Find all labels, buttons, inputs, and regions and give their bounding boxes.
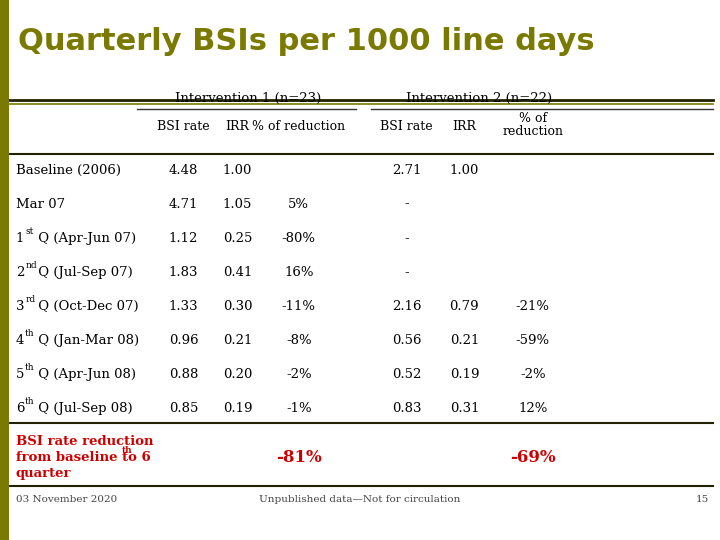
Text: -69%: -69%	[510, 449, 556, 466]
Text: Intervention 1 (n=23): Intervention 1 (n=23)	[175, 92, 322, 105]
Text: 0.25: 0.25	[223, 232, 252, 245]
Text: 0.19: 0.19	[450, 368, 479, 381]
Text: % of: % of	[518, 112, 547, 125]
Text: 2.16: 2.16	[392, 300, 421, 313]
Text: st: st	[25, 227, 34, 235]
Text: Unpublished data—Not for circulation: Unpublished data—Not for circulation	[259, 495, 461, 504]
Text: -80%: -80%	[282, 232, 316, 245]
Text: Q (Jul-Sep 08): Q (Jul-Sep 08)	[34, 402, 132, 415]
Text: 0.52: 0.52	[392, 368, 421, 381]
Text: Q (Jul-Sep 07): Q (Jul-Sep 07)	[34, 266, 132, 279]
Text: BSI rate: BSI rate	[380, 120, 433, 133]
Text: 15: 15	[696, 495, 709, 504]
Text: 2.71: 2.71	[392, 164, 421, 177]
Text: 1.00: 1.00	[223, 164, 252, 177]
Text: -1%: -1%	[286, 402, 312, 415]
Text: Baseline (2006): Baseline (2006)	[16, 164, 121, 177]
Text: Q (Apr-Jun 07): Q (Apr-Jun 07)	[34, 232, 136, 245]
Text: th: th	[25, 329, 35, 338]
Text: -2%: -2%	[286, 368, 312, 381]
Text: th: th	[122, 446, 132, 455]
Text: th: th	[25, 363, 35, 372]
Text: IRR: IRR	[452, 120, 477, 133]
Text: -81%: -81%	[276, 449, 322, 466]
Text: 4.48: 4.48	[169, 164, 198, 177]
Text: rd: rd	[25, 295, 35, 303]
Text: 0.19: 0.19	[223, 402, 252, 415]
Text: 0.56: 0.56	[392, 334, 421, 347]
Text: Q (Oct-Dec 07): Q (Oct-Dec 07)	[34, 300, 138, 313]
Text: % of reduction: % of reduction	[252, 120, 346, 133]
Text: 0.21: 0.21	[223, 334, 252, 347]
Text: -: -	[405, 266, 409, 279]
Text: 12%: 12%	[518, 402, 547, 415]
Text: 3: 3	[16, 300, 24, 313]
Text: 0.20: 0.20	[223, 368, 252, 381]
Text: 0.96: 0.96	[168, 334, 199, 347]
Text: 0.30: 0.30	[223, 300, 252, 313]
Text: 0.21: 0.21	[450, 334, 479, 347]
Text: 16%: 16%	[284, 266, 313, 279]
Text: 5: 5	[16, 368, 24, 381]
Text: 4: 4	[16, 334, 24, 347]
Text: 6: 6	[16, 402, 24, 415]
Text: -: -	[405, 232, 409, 245]
Text: 0.85: 0.85	[169, 402, 198, 415]
Text: 5%: 5%	[288, 198, 310, 211]
Text: BSI rate reduction: BSI rate reduction	[16, 435, 153, 448]
Text: 03 November 2020: 03 November 2020	[16, 495, 117, 504]
Text: 0.88: 0.88	[169, 368, 198, 381]
Text: BSI rate: BSI rate	[157, 120, 210, 133]
Text: -11%: -11%	[282, 300, 316, 313]
Text: 0.41: 0.41	[223, 266, 252, 279]
Text: th: th	[25, 397, 35, 406]
Text: Intervention 2 (n=22): Intervention 2 (n=22)	[406, 92, 552, 105]
Text: nd: nd	[25, 261, 37, 269]
Text: 1.12: 1.12	[169, 232, 198, 245]
Text: -21%: -21%	[516, 300, 550, 313]
Text: 1.00: 1.00	[450, 164, 479, 177]
Text: from baseline to 6: from baseline to 6	[16, 451, 150, 464]
Text: 0.83: 0.83	[392, 402, 421, 415]
Text: reduction: reduction	[503, 125, 563, 138]
Text: 1.83: 1.83	[169, 266, 198, 279]
Text: 4.71: 4.71	[169, 198, 198, 211]
Text: Q (Jan-Mar 08): Q (Jan-Mar 08)	[34, 334, 139, 347]
Text: 1.05: 1.05	[223, 198, 252, 211]
Text: IRR: IRR	[225, 120, 250, 133]
Text: Quarterly BSIs per 1000 line days: Quarterly BSIs per 1000 line days	[18, 27, 595, 56]
Text: 2: 2	[16, 266, 24, 279]
Text: quarter: quarter	[16, 467, 71, 481]
Text: 1.33: 1.33	[168, 300, 199, 313]
Text: -2%: -2%	[520, 368, 546, 381]
Text: -59%: -59%	[516, 334, 550, 347]
Text: 1: 1	[16, 232, 24, 245]
Text: -: -	[405, 198, 409, 211]
Text: Q (Apr-Jun 08): Q (Apr-Jun 08)	[34, 368, 136, 381]
Text: Mar 07: Mar 07	[16, 198, 65, 211]
Text: -8%: -8%	[286, 334, 312, 347]
Text: 0.79: 0.79	[449, 300, 480, 313]
Text: 0.31: 0.31	[450, 402, 479, 415]
